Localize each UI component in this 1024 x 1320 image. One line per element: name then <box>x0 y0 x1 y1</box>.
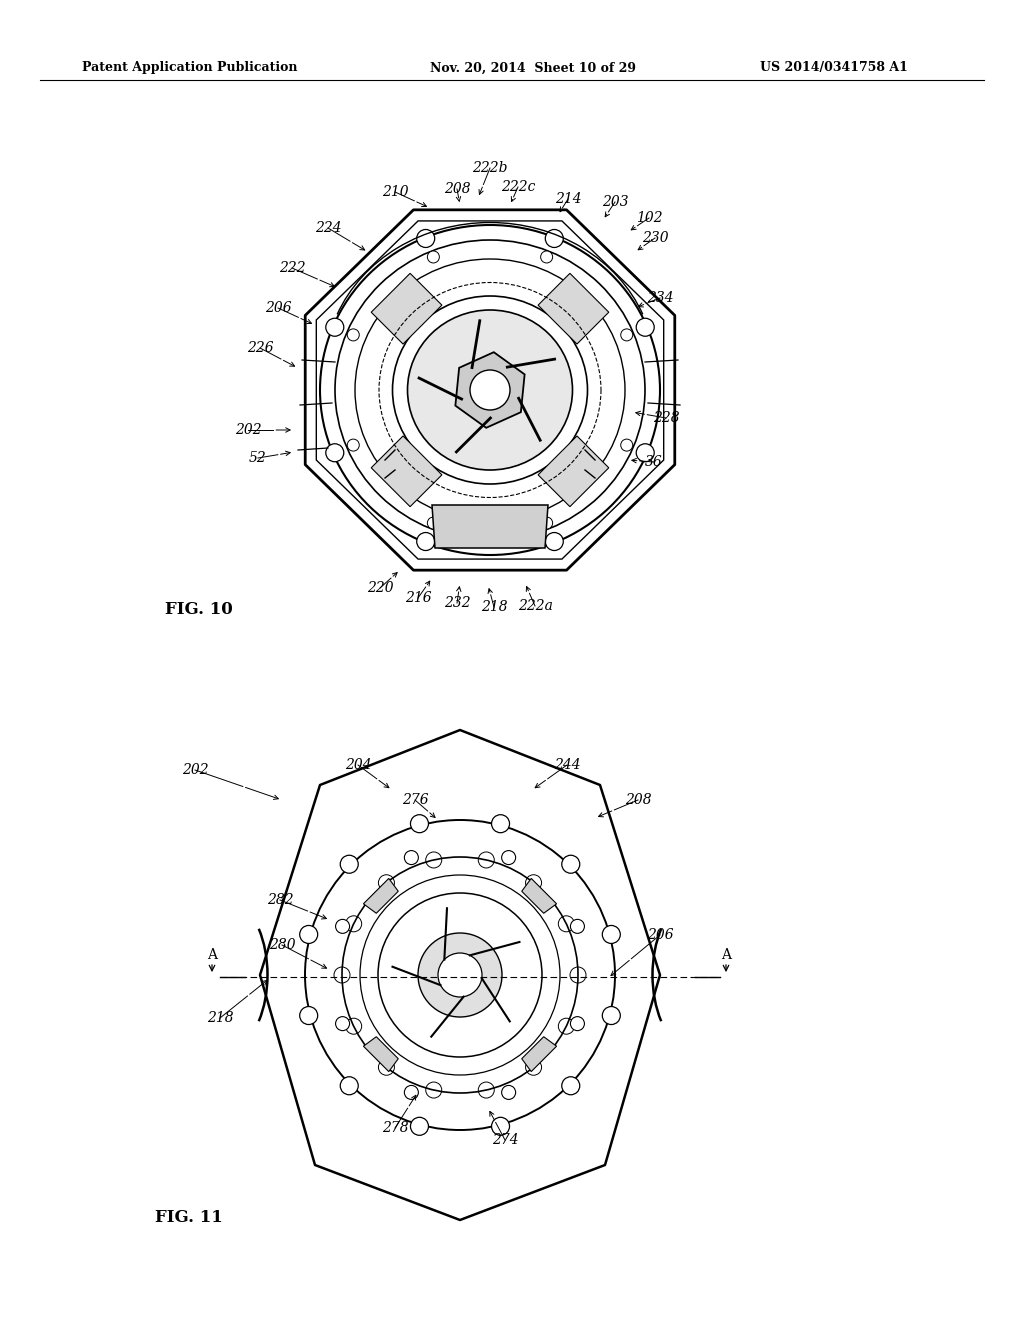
Text: 282: 282 <box>266 894 293 907</box>
Circle shape <box>347 329 359 341</box>
Text: 218: 218 <box>480 601 507 614</box>
Circle shape <box>300 925 317 944</box>
Ellipse shape <box>408 310 572 470</box>
Polygon shape <box>372 436 442 507</box>
Circle shape <box>417 532 435 550</box>
Text: 222a: 222a <box>517 599 552 612</box>
Text: 216: 216 <box>404 591 431 605</box>
Text: Nov. 20, 2014  Sheet 10 of 29: Nov. 20, 2014 Sheet 10 of 29 <box>430 62 636 74</box>
Text: 202: 202 <box>234 422 261 437</box>
Text: 206: 206 <box>264 301 291 315</box>
Text: 208: 208 <box>625 793 651 807</box>
Circle shape <box>404 850 419 865</box>
Circle shape <box>470 370 510 411</box>
Text: A: A <box>721 948 731 962</box>
Circle shape <box>541 251 553 263</box>
Text: FIG. 10: FIG. 10 <box>165 602 232 619</box>
Text: 226: 226 <box>247 341 273 355</box>
Circle shape <box>417 230 435 247</box>
Polygon shape <box>364 878 398 913</box>
Circle shape <box>492 814 510 833</box>
Text: 202: 202 <box>181 763 208 777</box>
Text: 222b: 222b <box>472 161 508 176</box>
Polygon shape <box>538 436 609 507</box>
Circle shape <box>427 517 439 529</box>
Text: Patent Application Publication: Patent Application Publication <box>82 62 298 74</box>
Text: 278: 278 <box>382 1121 409 1135</box>
Circle shape <box>602 925 621 944</box>
Text: 214: 214 <box>555 191 582 206</box>
Circle shape <box>300 1007 317 1024</box>
Text: A: A <box>207 948 217 962</box>
Text: 52: 52 <box>249 451 267 465</box>
Circle shape <box>340 855 358 874</box>
Circle shape <box>636 318 654 337</box>
Text: 232: 232 <box>443 597 470 610</box>
Text: 230: 230 <box>642 231 669 246</box>
Circle shape <box>438 953 482 997</box>
Circle shape <box>602 1007 621 1024</box>
Circle shape <box>427 251 439 263</box>
Circle shape <box>492 1117 510 1135</box>
Text: 224: 224 <box>314 220 341 235</box>
Circle shape <box>636 444 654 462</box>
Polygon shape <box>521 878 557 913</box>
Circle shape <box>621 440 633 451</box>
Circle shape <box>326 318 344 337</box>
Circle shape <box>336 1016 349 1031</box>
Circle shape <box>411 814 428 833</box>
Polygon shape <box>521 1036 557 1072</box>
Text: 244: 244 <box>554 758 581 772</box>
Circle shape <box>541 517 553 529</box>
Circle shape <box>502 1085 516 1100</box>
Polygon shape <box>432 506 548 548</box>
Text: 203: 203 <box>602 195 629 209</box>
Circle shape <box>546 230 563 247</box>
Text: 208: 208 <box>443 182 470 195</box>
Text: 36: 36 <box>645 455 663 469</box>
Circle shape <box>570 919 585 933</box>
Circle shape <box>340 1077 358 1094</box>
Text: 276: 276 <box>401 793 428 807</box>
Text: 234: 234 <box>647 290 674 305</box>
Circle shape <box>336 919 349 933</box>
Circle shape <box>326 444 344 462</box>
Circle shape <box>546 532 563 550</box>
Circle shape <box>562 1077 580 1094</box>
Text: 210: 210 <box>382 185 409 199</box>
Text: US 2014/0341758 A1: US 2014/0341758 A1 <box>760 62 908 74</box>
Circle shape <box>418 933 502 1016</box>
Circle shape <box>411 1117 428 1135</box>
Text: 204: 204 <box>345 758 372 772</box>
Text: 222c: 222c <box>501 180 536 194</box>
Text: 220: 220 <box>367 581 393 595</box>
Circle shape <box>502 850 516 865</box>
Polygon shape <box>364 1036 398 1072</box>
Circle shape <box>570 1016 585 1031</box>
Text: 280: 280 <box>268 939 295 952</box>
Text: 228: 228 <box>652 411 679 425</box>
Polygon shape <box>372 273 442 345</box>
Circle shape <box>562 855 580 874</box>
Text: 222: 222 <box>279 261 305 275</box>
Circle shape <box>621 329 633 341</box>
Circle shape <box>347 440 359 451</box>
Text: 206: 206 <box>647 928 674 942</box>
Text: 274: 274 <box>492 1133 518 1147</box>
Text: FIG. 11: FIG. 11 <box>155 1209 223 1226</box>
Text: 218: 218 <box>207 1011 233 1026</box>
Text: 102: 102 <box>636 211 663 224</box>
Polygon shape <box>538 273 609 345</box>
Circle shape <box>404 1085 419 1100</box>
